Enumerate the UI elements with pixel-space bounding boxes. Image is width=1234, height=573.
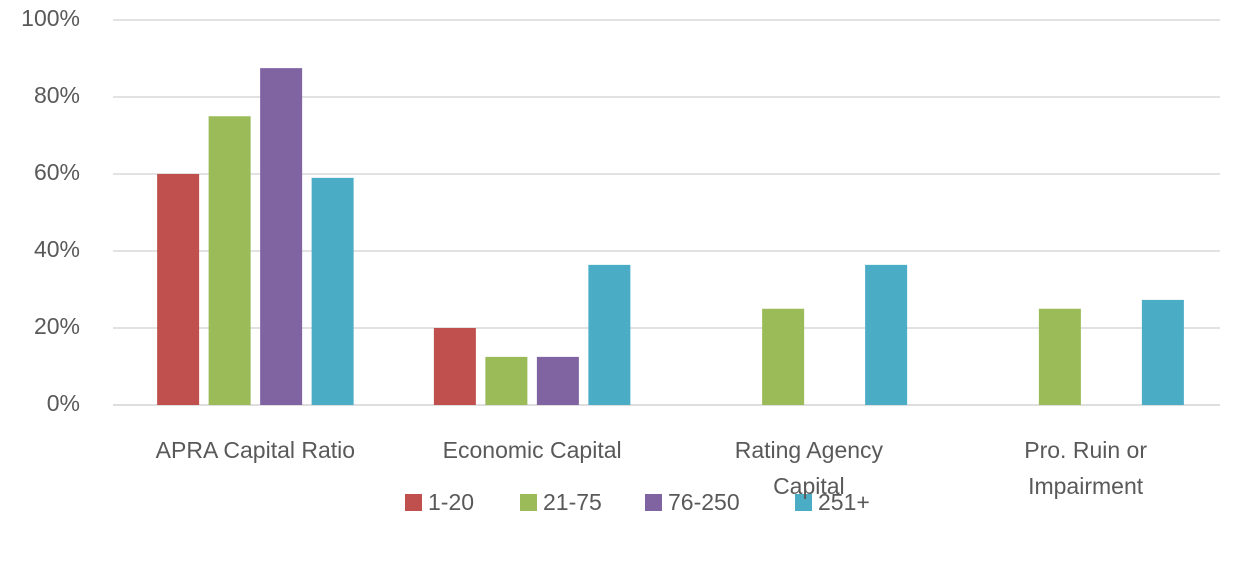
bar [311,177,354,405]
bar [865,264,908,405]
legend-swatch [520,494,537,511]
bar [536,356,579,405]
bar [260,68,303,405]
x-tick-label: Rating Agency Capital [734,437,884,499]
bar [588,264,631,405]
bar [1038,308,1081,405]
legend-label: 1-20 [428,489,474,515]
legend-swatch [795,494,812,511]
y-tick-label: 40% [34,236,80,262]
legend-swatch [645,494,662,511]
x-tick-label: Economic Capital [442,437,622,463]
bar [208,116,251,405]
legend-label: 251+ [818,489,870,515]
bar [762,308,805,405]
x-tick-label: Pro. Ruin or Impairment [1024,437,1147,499]
bar [433,328,476,405]
x-tick-label: APRA Capital Ratio [155,437,356,463]
legend-label: 76-250 [668,489,740,515]
legend-swatch [405,494,422,511]
y-tick-label: 100% [21,5,80,31]
bar [157,174,200,405]
y-tick-label: 0% [47,390,80,416]
y-tick-label: 20% [34,313,80,339]
bar [1141,299,1184,405]
bar [485,356,528,405]
y-tick-label: 80% [34,82,80,108]
y-tick-label: 60% [34,159,80,185]
legend-label: 21-75 [543,489,602,515]
